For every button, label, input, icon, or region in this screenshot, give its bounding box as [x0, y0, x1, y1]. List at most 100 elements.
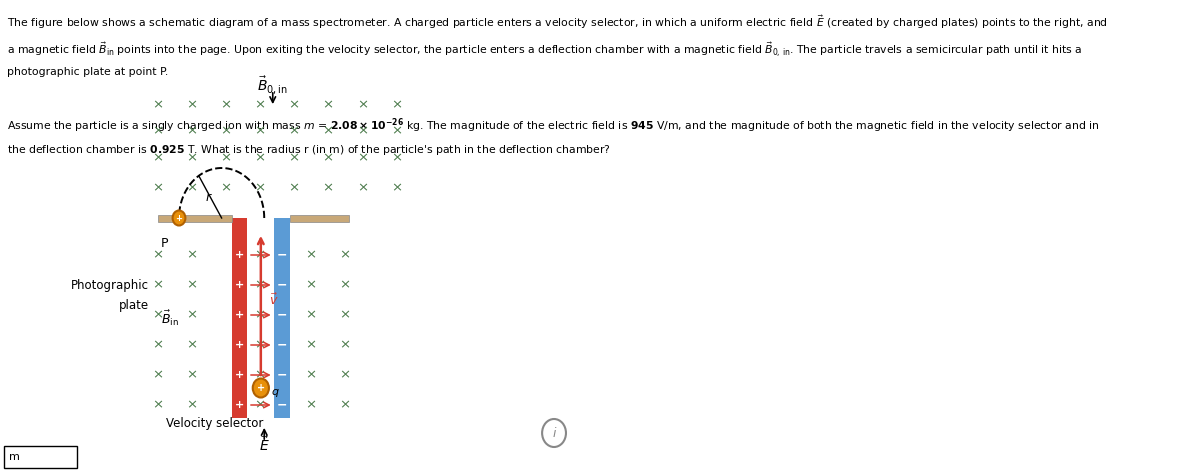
Text: ×: × — [323, 98, 334, 112]
Text: +: + — [235, 340, 244, 350]
Text: ×: × — [152, 98, 163, 112]
Bar — [290, 214, 349, 221]
Text: −: − — [277, 368, 287, 382]
Text: P: P — [161, 236, 168, 249]
Text: ×: × — [340, 279, 350, 291]
Text: the deflection chamber is $\mathbf{0.925}$ T. What is the radius r (in m) of the: the deflection chamber is $\mathbf{0.925… — [7, 143, 611, 157]
Text: ×: × — [186, 339, 197, 351]
Text: Velocity selector: Velocity selector — [167, 417, 264, 429]
Text: ×: × — [340, 368, 350, 382]
Text: +: + — [257, 383, 265, 393]
Text: $\vec{B}_{0,\mathrm{in}}$: $\vec{B}_{0,\mathrm{in}}$ — [257, 74, 288, 96]
Circle shape — [542, 419, 566, 447]
Text: Assume the particle is a singly charged ion with mass $m$ = $\mathbf{2.08 \times: Assume the particle is a singly charged … — [7, 116, 1099, 135]
Text: +: + — [175, 213, 182, 222]
Text: ×: × — [288, 151, 300, 165]
Text: $\vec{v}$: $\vec{v}$ — [269, 293, 278, 308]
Text: ×: × — [356, 151, 368, 165]
Text: r: r — [205, 191, 211, 204]
Text: ×: × — [152, 151, 163, 165]
Text: ×: × — [356, 182, 368, 194]
Text: ×: × — [323, 124, 334, 138]
Bar — [275, 218, 290, 418]
Text: ×: × — [221, 124, 232, 138]
Text: m: m — [10, 452, 20, 462]
Text: −: − — [277, 308, 287, 322]
Text: ×: × — [152, 124, 163, 138]
Text: +: + — [235, 310, 244, 320]
Text: i: i — [552, 427, 556, 439]
Text: ×: × — [356, 98, 368, 112]
Text: ×: × — [221, 98, 232, 112]
Text: ×: × — [152, 182, 163, 194]
Text: q: q — [272, 387, 280, 397]
Text: −: − — [277, 279, 287, 291]
Text: ×: × — [323, 182, 334, 194]
Text: ×: × — [306, 398, 317, 412]
Text: ×: × — [288, 182, 300, 194]
Text: ×: × — [391, 98, 402, 112]
Text: ×: × — [152, 398, 163, 412]
Text: ×: × — [221, 151, 232, 165]
Text: ×: × — [152, 248, 163, 262]
Text: ×: × — [254, 151, 265, 165]
Text: ×: × — [323, 151, 334, 165]
Text: ×: × — [254, 124, 265, 138]
Bar — [5, 446, 77, 468]
Text: ×: × — [152, 308, 163, 322]
Text: ×: × — [186, 98, 197, 112]
Text: ×: × — [186, 151, 197, 165]
Text: ×: × — [254, 279, 265, 291]
Text: −: − — [277, 248, 287, 262]
Text: ×: × — [306, 368, 317, 382]
Text: ×: × — [186, 398, 197, 412]
Text: +: + — [235, 250, 244, 260]
Bar — [157, 214, 232, 221]
Circle shape — [253, 378, 269, 397]
Text: plate: plate — [119, 298, 149, 312]
Text: $\vec{E}$: $\vec{E}$ — [259, 436, 270, 454]
Text: ×: × — [186, 308, 197, 322]
Text: ×: × — [356, 124, 368, 138]
Text: ×: × — [152, 339, 163, 351]
Text: ×: × — [306, 248, 317, 262]
Text: ×: × — [391, 151, 402, 165]
Text: photographic plate at point P.: photographic plate at point P. — [7, 67, 168, 77]
Text: ×: × — [221, 182, 232, 194]
Text: ×: × — [391, 182, 402, 194]
Text: ×: × — [152, 368, 163, 382]
Text: ×: × — [306, 339, 317, 351]
Text: The figure below shows a schematic diagram of a mass spectrometer. A charged par: The figure below shows a schematic diagr… — [7, 13, 1108, 31]
Text: −: − — [277, 339, 287, 351]
Text: ×: × — [254, 182, 265, 194]
Text: ×: × — [186, 279, 197, 291]
Text: +: + — [235, 280, 244, 290]
Text: ×: × — [254, 368, 265, 382]
Text: ×: × — [254, 98, 265, 112]
Text: ×: × — [254, 248, 265, 262]
Text: +: + — [235, 400, 244, 410]
Text: ×: × — [186, 248, 197, 262]
Text: ×: × — [186, 368, 197, 382]
Text: −: − — [277, 398, 287, 412]
Text: ×: × — [288, 124, 300, 138]
Text: ×: × — [306, 308, 317, 322]
Text: +: + — [235, 370, 244, 380]
Text: ×: × — [288, 98, 300, 112]
Text: ×: × — [186, 124, 197, 138]
Bar — [232, 218, 247, 418]
Text: ×: × — [340, 339, 350, 351]
Text: ×: × — [254, 398, 265, 412]
Text: ×: × — [391, 124, 402, 138]
Text: ×: × — [306, 279, 317, 291]
Text: Photographic: Photographic — [71, 279, 149, 291]
Text: ×: × — [254, 308, 265, 322]
Text: a magnetic field $\vec{B}_\mathrm{in}$ points into the page. Upon exiting the ve: a magnetic field $\vec{B}_\mathrm{in}$ p… — [7, 40, 1082, 59]
Text: ×: × — [340, 398, 350, 412]
Text: ×: × — [254, 339, 265, 351]
Text: ×: × — [340, 308, 350, 322]
Circle shape — [173, 210, 185, 226]
Text: ×: × — [186, 182, 197, 194]
Text: ×: × — [152, 279, 163, 291]
Text: ×: × — [340, 248, 350, 262]
